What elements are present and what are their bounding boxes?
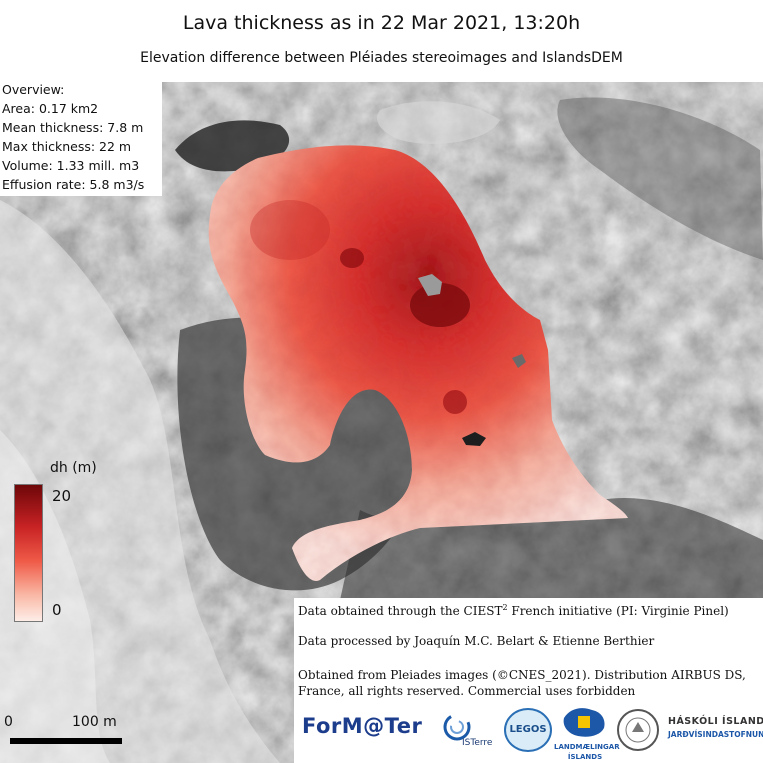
scale-zero-label: 0 [4,714,13,730]
legos-logo: LEGOS [504,708,552,752]
legend-min-label: 0 [52,601,62,619]
credit-copyright: Obtained from Pleiades images (©CNES_202… [298,668,746,698]
overview-effusion-rate: Effusion rate: 5.8 m3/s [2,177,145,192]
lava-flow-overlay [208,145,628,581]
overview-panel: Overview: Area: 0.17 km2 Mean thickness:… [0,78,162,196]
legend-title: dh (m) [50,460,97,476]
map-canvas [0,82,763,763]
logos-strip: ForM@Ter ISTerre LEGOS LANDMÆLINGAR ÍSLA… [294,700,763,763]
university-seal-icon [617,709,659,751]
legend-color-bar [14,484,43,622]
scale-distance-label: 100 m [72,714,117,730]
university-of-iceland-logo: HÁSKÓLI ÍSLANDS JARÐVÍSINDASTOFNUN [616,708,763,758]
header: Lava thickness as in 22 Mar 2021, 13:20h… [0,0,763,82]
scale-bar: 0 100 m [0,710,140,750]
overview-heading: Overview: [2,82,65,97]
iceland-map-icon [563,708,605,737]
map-title: Lava thickness as in 22 Mar 2021, 13:20h [182,12,581,34]
scale-bar-line [10,738,122,744]
overview-area: Area: 0.17 km2 [2,101,99,116]
credit-data-source: Data obtained through the CIEST2 French … [298,603,729,618]
overview-mean-thickness: Mean thickness: 7.8 m [2,120,144,135]
isterre-swirl-icon [443,713,471,741]
isterre-logo: ISTerre [442,712,492,752]
credit-processing: Data processed by Joaquín M.C. Belart & … [298,634,655,648]
credits-panel: Data obtained through the CIEST2 French … [294,598,763,710]
formater-logo: ForM@Ter [302,714,423,738]
landmaelingar-logo: LANDMÆLINGAR ÍSLANDS [554,704,620,763]
overview-volume: Volume: 1.33 mill. m3 [2,158,140,173]
map-subtitle: Elevation difference between Pléiades st… [140,50,623,66]
overview-max-thickness: Max thickness: 22 m [2,139,132,154]
legend-max-label: 20 [52,487,72,505]
